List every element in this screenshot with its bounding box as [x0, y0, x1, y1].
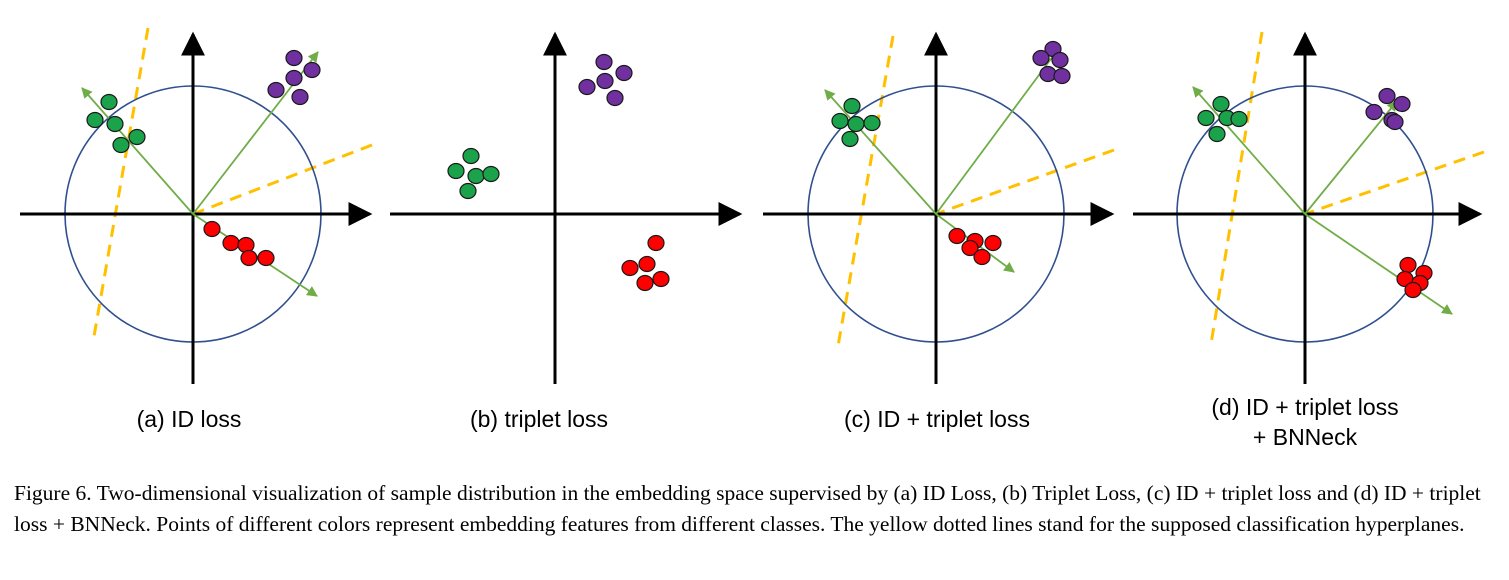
embedding-point-red [652, 270, 670, 288]
embedding-point-purple [578, 78, 596, 96]
class-center-arrow [1304, 213, 1453, 315]
hyperplane-line [1304, 150, 1485, 216]
embedding-point-green [1230, 110, 1248, 128]
embedding-point-green [112, 136, 130, 154]
class-center-arrow [1192, 86, 1306, 215]
embedding-point-green [467, 167, 485, 185]
embedding-point-purple [596, 72, 614, 90]
embedding-point-purple [595, 53, 613, 71]
embedding-point-green [482, 165, 500, 183]
embedding-point-purple [615, 64, 633, 82]
embedding-point-red [636, 274, 654, 292]
hyperplane-line [935, 148, 1115, 216]
embedding-point-red [948, 227, 966, 245]
embedding-point-purple [303, 61, 321, 79]
embedding-point-purple [606, 89, 624, 107]
panel-label-c: (c) ID + triplet loss [767, 404, 1107, 434]
hyperplane-line [836, 35, 895, 347]
embedding-point-purple [285, 69, 303, 87]
embedding-point-purple [1032, 49, 1050, 67]
embedding-point-green [106, 115, 124, 133]
panel-label-line: (c) ID + triplet loss [844, 406, 1030, 432]
embedding-point-green [100, 93, 118, 111]
panel-label-b: (b) triplet loss [369, 404, 709, 434]
embedding-point-red [638, 255, 656, 273]
panel-label-line: (b) triplet loss [469, 406, 609, 432]
embedding-point-red [203, 220, 221, 238]
hyperplane-line [91, 27, 150, 343]
embedding-point-green [1197, 109, 1215, 127]
class-center-arrow [81, 87, 194, 215]
panel-label-line: (d) ID + triplet loss [1211, 394, 1399, 420]
embedding-point-red [237, 236, 255, 254]
class-center-arrow [1304, 100, 1398, 215]
embedding-point-purple [1393, 95, 1411, 113]
embedding-point-purple [1039, 65, 1057, 83]
embedding-point-purple [291, 88, 309, 106]
embedding-point-green [86, 111, 104, 129]
panel-c [763, 31, 1115, 384]
panel-b [390, 31, 743, 384]
embedding-point-red [1399, 256, 1417, 274]
embedding-point-red [257, 249, 275, 267]
embedding-point-purple [285, 49, 303, 67]
panel-label-line: + BNNeck [1252, 424, 1358, 450]
embedding-point-purple [1386, 113, 1404, 131]
embedding-point-green [847, 115, 865, 133]
panel-label-d: (d) ID + triplet loss + BNNeck [1135, 392, 1475, 452]
hyperplane-line [1209, 31, 1264, 345]
embedding-point-green [447, 162, 465, 180]
embedding-point-purple [267, 81, 285, 99]
embedding-point-green [841, 130, 859, 148]
hyperplane-line [192, 143, 373, 216]
embedding-point-red [240, 249, 258, 267]
embedding-point-green [459, 182, 477, 200]
embedding-point-red [222, 234, 240, 252]
embedding-point-green [863, 114, 881, 132]
embedding-point-green [831, 112, 849, 130]
embedding-point-red [973, 248, 991, 266]
embedding-figure [20, 27, 1485, 384]
panel-a [20, 27, 373, 384]
figure-caption: Figure 6. Two-dimensional visualization … [14, 481, 1481, 536]
embedding-point-red [984, 234, 1002, 252]
embedding-point-green [462, 147, 480, 165]
embedding-point-green [1208, 125, 1226, 143]
class-center-arrow [824, 89, 937, 215]
panel-label-line: (a) ID loss [136, 406, 242, 432]
embedding-point-red [621, 259, 639, 277]
embedding-point-purple [1378, 87, 1396, 105]
embedding-point-red [647, 234, 665, 252]
embedding-point-green [128, 128, 146, 146]
panel-d [1133, 31, 1485, 384]
panel-label-a: (a) ID loss [19, 404, 359, 434]
embedding-point-red [1404, 281, 1422, 299]
embedding-point-purple [1053, 67, 1071, 85]
embedding-point-purple [1051, 51, 1069, 69]
class-center-arrow [935, 47, 1060, 215]
embedding-point-purple [1365, 103, 1383, 121]
embedding-point-green [843, 97, 861, 115]
embedding-point-green [1212, 95, 1230, 113]
embedding-point-red [961, 239, 979, 257]
